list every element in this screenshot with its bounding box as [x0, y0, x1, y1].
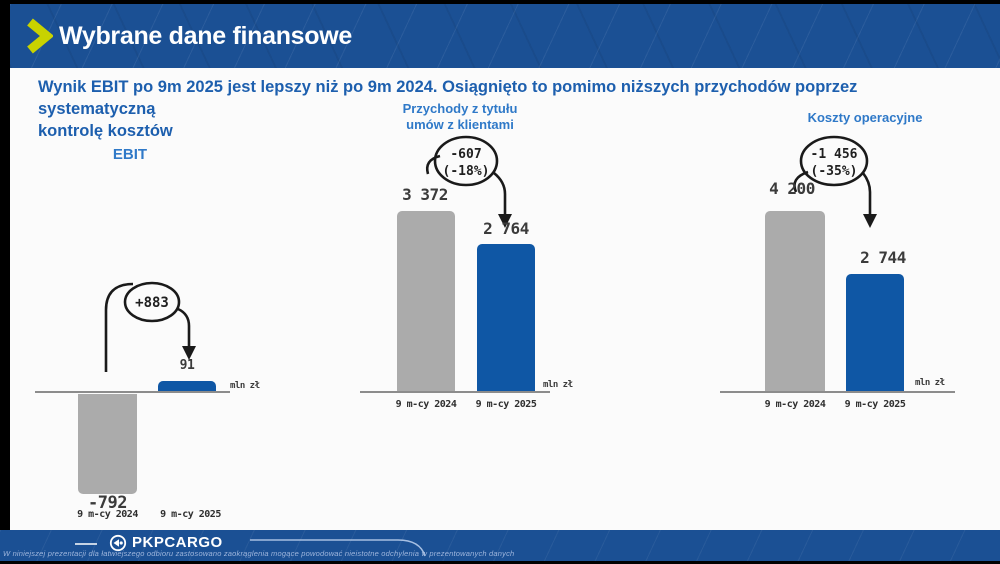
chart1-value-2025: 91: [179, 358, 195, 373]
footer-disclaimer: W niniejszej prezentacji dla łatwiejszeg…: [3, 549, 515, 558]
chart3-value-2024: 4 200: [769, 179, 815, 198]
chart1-arrow-down-icon: [182, 346, 196, 360]
chart1-value-2024: -792: [88, 493, 127, 513]
chart1-title: EBIT: [112, 146, 148, 163]
chart2-category-2025: 9 m-cy 2025: [475, 399, 537, 410]
chart1-delta-value: +883: [135, 295, 169, 311]
chart1-bar-2025: [158, 381, 216, 392]
chart2-title-line2: umów z klientami: [406, 117, 514, 133]
footer-left-divider: [75, 543, 97, 545]
brand-name: PKPCARGO: [132, 534, 223, 551]
chart3-axis: [720, 391, 955, 393]
chart2-delta-annotation: -607 (-18%): [425, 135, 512, 228]
chart2-value-2024: 3 372: [402, 185, 448, 204]
chart2-value-2025: 2 764: [483, 219, 529, 238]
chart2-category-2024: 9 m-cy 2024: [395, 399, 457, 410]
pkp-cargo-logo-icon: [109, 534, 127, 552]
chart1-delta-annotation: +883: [104, 281, 196, 372]
chart2-delta-value: -607: [450, 147, 481, 162]
chart3-value-2025: 2 744: [860, 248, 906, 267]
chart1-bar-2024: [78, 394, 137, 494]
chart3-arrow-down-icon: [863, 214, 877, 228]
content-area: Wynik EBIT po 9m 2025 jest lepszy niż po…: [10, 68, 1000, 530]
chart2-axis: [360, 391, 550, 393]
chart3-delta-ellipse: [799, 135, 869, 187]
chart2-title-line1: Przychody z tytułu: [402, 101, 518, 116]
footer-swoosh-line: [250, 539, 426, 557]
chart3-delta-percent: (-35%): [811, 164, 858, 179]
chart3-delta-value: -1 456: [811, 147, 858, 162]
page-title: Wybrane dane finansowe: [59, 21, 353, 50]
chart1-delta-ellipse: [123, 281, 181, 323]
chart2-title: Przychody z tytułu umów z klientami: [375, 101, 545, 134]
chart1-axis: [35, 391, 230, 393]
chart1-category-2025: 9 m-cy 2025: [160, 509, 221, 520]
chart3-category-2025: 9 m-cy 2025: [844, 399, 906, 410]
chart3-category-2024: 9 m-cy 2024: [764, 399, 826, 410]
chart3-delta-annotation: -1 456 (-35%): [793, 135, 877, 228]
chart1-category-2024: 9 m-cy 2024: [77, 509, 138, 520]
chart2-delta-percent: (-18%): [443, 164, 490, 179]
subtitle-line1: Wynik EBIT po 9m 2025 jest lepszy niż po…: [38, 78, 858, 118]
chart2-bar-2025: [477, 244, 535, 392]
chart2-arrow-down-icon: [498, 214, 512, 228]
chart2-bar-2024: [397, 211, 455, 392]
header-bar: Wybrane dane finansowe: [10, 4, 1000, 68]
chart3-bar-2025: [846, 274, 904, 392]
slide-subtitle: Wynik EBIT po 9m 2025 jest lepszy niż po…: [38, 77, 968, 142]
chevron-icon: [27, 18, 53, 54]
chart3-unit-label: mln zł: [915, 378, 945, 388]
chart2-delta-ellipse: [433, 135, 499, 187]
chart3-title: Koszty operacyjne: [807, 110, 923, 125]
chart1-unit-label: mln zł: [230, 381, 260, 391]
footer-bar: PKPCARGO W niniejszej prezentacji dla ła…: [0, 530, 1000, 561]
chart3-bar-2024: [765, 211, 825, 392]
chart2-unit-label: mln zł: [543, 380, 573, 390]
subtitle-line2: kontrolę kosztów: [38, 121, 173, 140]
